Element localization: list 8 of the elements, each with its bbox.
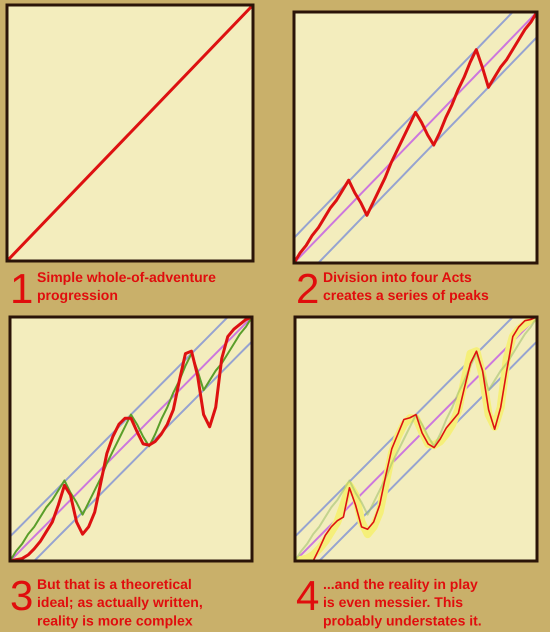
text: Simple whole-of-adventure progression xyxy=(37,269,216,304)
text: 1 xyxy=(10,265,34,312)
text: But that is a theoretical ideal; as actually written, reality is more complex xyxy=(37,576,203,628)
text: 4 xyxy=(296,572,320,619)
text: ...and the reality in play is even messier. This probably understates it. xyxy=(323,576,482,628)
text: Division into four Acts creates a series of peaks xyxy=(323,269,489,304)
text: 3 xyxy=(10,572,34,619)
text: 2 xyxy=(296,265,320,312)
